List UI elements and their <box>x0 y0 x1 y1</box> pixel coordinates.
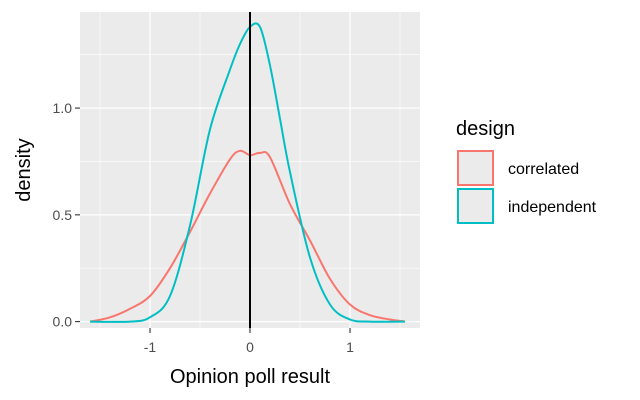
density-curve-independent <box>89 22 406 323</box>
x-tick-label: 1 <box>346 339 354 355</box>
y-tick-label: 0.5 <box>53 207 73 223</box>
x-tick-label: -1 <box>144 339 157 355</box>
y-tick-label: 1.0 <box>53 100 73 116</box>
legend-key-correlated <box>457 150 494 186</box>
legend-label-correlated: correlated <box>508 161 579 178</box>
legend-title: design <box>456 118 515 140</box>
x-tick-label: 0 <box>246 339 254 355</box>
legend-key-independent <box>457 188 494 224</box>
legend: design correlated independent <box>456 118 597 224</box>
legend-label-independent: independent <box>508 199 597 216</box>
y-tick-label: 0.0 <box>53 314 73 330</box>
x-axis-title: Opinion poll result <box>170 366 331 388</box>
y-axis-title: density <box>13 138 35 201</box>
y-axis-ticks: 0.0 0.5 1.0 <box>53 100 80 330</box>
x-axis-ticks: -1 0 1 <box>144 328 354 355</box>
